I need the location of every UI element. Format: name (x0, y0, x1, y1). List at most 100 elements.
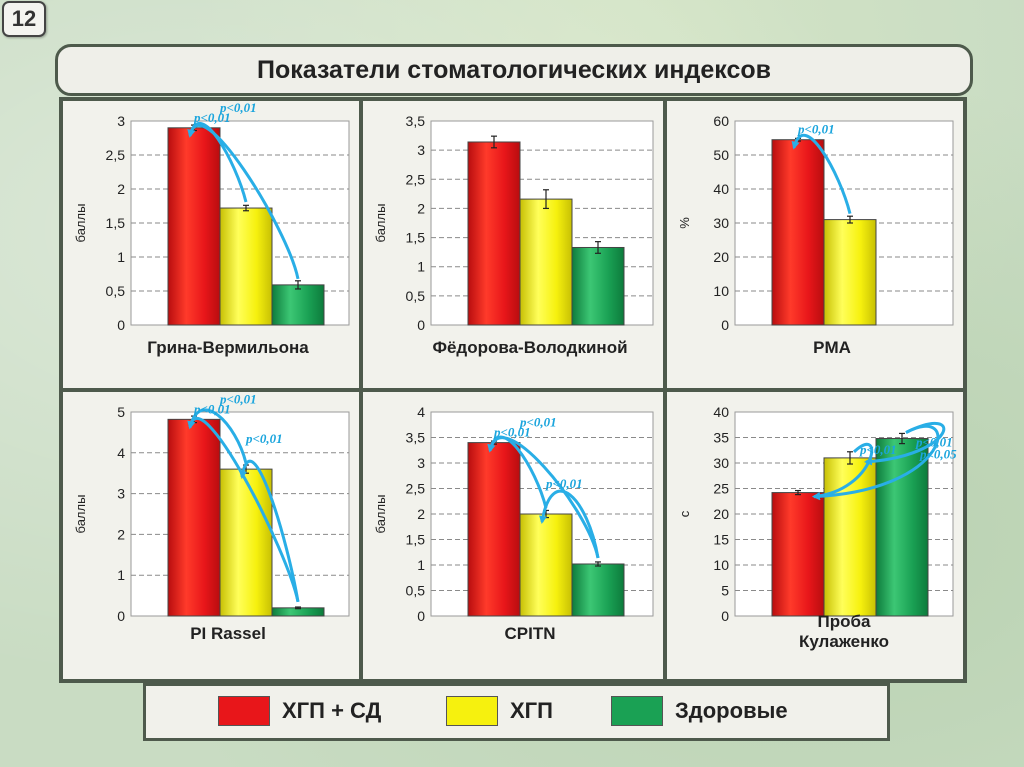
page-title: Показатели стоматологических индексов (55, 44, 973, 96)
y-tick-label: 3,5 (406, 430, 426, 446)
y-tick-label: 1,5 (106, 215, 126, 231)
y-tick-label: 30 (713, 455, 729, 471)
y-tick-label: 2,5 (406, 171, 426, 187)
bar-red (167, 127, 221, 326)
y-tick-label: 1 (417, 557, 425, 573)
y-tick-label: 3 (117, 113, 125, 129)
chart-title: Кулаженко (799, 632, 889, 651)
y-tick-label: 3 (417, 142, 425, 158)
bar-red (771, 492, 825, 617)
chart-cpitn: 00,511,522,533,54баллыp<0,01p<0,01p<0,01… (373, 404, 654, 643)
y-tick-label: 0 (721, 317, 729, 333)
y-tick-label: 10 (713, 283, 729, 299)
p-value-label: p<0,01 (219, 101, 257, 115)
y-axis-label: баллы (73, 204, 88, 243)
bar-yellow (823, 457, 877, 617)
y-axis-label: % (677, 217, 692, 229)
legend-item-hgp-sd: ХГП + СД (218, 696, 381, 726)
chart-title: Грина-Вермильона (147, 338, 309, 357)
y-tick-label: 1,5 (406, 230, 426, 246)
chart-title: Проба (818, 612, 871, 631)
y-tick-label: 35 (713, 430, 729, 446)
significance-arrow (539, 489, 600, 559)
legend-label: Здоровые (675, 698, 788, 723)
y-tick-label: 2 (117, 526, 125, 542)
legend-item-healthy: Здоровые (611, 696, 788, 726)
y-tick-label: 1 (117, 249, 125, 265)
y-tick-label: 50 (713, 147, 729, 163)
y-tick-label: 0 (417, 608, 425, 624)
y-axis-label: с (677, 510, 692, 517)
bar-yellow (519, 513, 573, 617)
y-tick-label: 0,5 (106, 283, 126, 299)
significance-arrow (864, 421, 946, 466)
chart-panel-6: 0 5 10 15 20 25 30 35 40 с p<0,01 p<0,01 p<0,05 Проба… (667, 392, 963, 679)
chart-title: CPITN (505, 624, 556, 643)
bar-green (875, 438, 929, 617)
y-tick-label: 2,5 (406, 481, 426, 497)
y-tick-label: 2 (417, 200, 425, 216)
p-value-label: p<0,01 (219, 392, 257, 406)
p-value-label: p<0,01 (193, 401, 231, 416)
y-tick-label: 20 (713, 249, 729, 265)
slide-number: 12 (2, 1, 46, 37)
legend-swatch-yellow (446, 696, 498, 726)
p-value-label: p<0,01 (245, 431, 283, 446)
y-tick-label: 1 (117, 567, 125, 583)
y-tick-label: 0,5 (406, 288, 426, 304)
y-tick-label: 5 (117, 404, 125, 420)
chart-fedorov-volodkina: 0 0,5 1 1,5 2 2,5 3 3,5 баллы Фёдорова-Володкиной (373, 113, 654, 357)
bar-yellow (219, 207, 273, 326)
p-value-label: p<0,01 (493, 425, 531, 440)
chart-panel-3: 0 10 20 30 40 50 60% p<0,01 PMA (667, 101, 963, 388)
legend-swatch-green (611, 696, 663, 726)
significance-arrow (187, 408, 248, 464)
bar-red (167, 418, 221, 617)
y-tick-label: 25 (713, 481, 729, 497)
y-axis-label: баллы (73, 495, 88, 534)
y-tick-label: 60 (713, 113, 729, 129)
p-value-label: p<0,01 (545, 476, 583, 491)
y-tick-label: 0 (721, 608, 729, 624)
y-tick-label: 1 (417, 259, 425, 275)
chart-panel-1: 0 0,5 1 1,5 2 2,5 3 баллы p<0,01 p<0,01 Грина-Верм… (63, 101, 359, 388)
y-tick-label: 4 (117, 445, 125, 461)
chart-title: PMA (813, 338, 851, 357)
bar-yellow (519, 198, 573, 326)
legend-swatch-red (218, 696, 270, 726)
legend: ХГП + СД ХГП Здоровые (143, 683, 890, 741)
y-tick-label: 10 (713, 557, 729, 573)
chart-panel-5: 0 0,5 1 1,5 2 2,5 3 3,5 4 баллы p<0,01 p<0,01 p<0,01… (363, 392, 663, 679)
p-value-label: p<0,01 (193, 110, 231, 125)
y-tick-label: 0 (117, 608, 125, 624)
y-tick-label: 3,5 (406, 113, 426, 129)
chart-pma: 0 10 20 30 40 50 60% p<0,01 PMA (677, 113, 954, 357)
y-axis-label: баллы (373, 204, 388, 243)
significance-arrow (791, 133, 852, 214)
bar-green (571, 246, 625, 326)
y-tick-label: 1,5 (406, 532, 426, 548)
y-tick-label: 3 (117, 486, 125, 502)
y-tick-label: 2 (117, 181, 125, 197)
chart-panel-2: 0 0,5 1 1,5 2 2,5 3 3,5 баллы Фёдорова-Володкиной (363, 101, 663, 388)
chart-panel-4: 0 1 2 3 4 5 баллы p<0,01 p<0,01 p<0,01 PI Rassel (63, 392, 359, 679)
y-tick-label: 4 (417, 404, 425, 420)
significance-arrow (239, 459, 300, 603)
y-axis-label: баллы (373, 495, 388, 534)
p-value-label: p<0,01 (797, 122, 835, 137)
y-tick-label: 2,5 (106, 147, 126, 163)
y-tick-label: 2 (417, 506, 425, 522)
significance-arrow (187, 124, 300, 280)
y-tick-label: 0 (117, 317, 125, 333)
chart-title: Фёдорова-Володкиной (432, 338, 627, 357)
chart-grin-vermillion: 0 0,5 1 1,5 2 2,5 3 баллы p<0,01p<0,01 Грина-Верм… (73, 101, 350, 357)
y-tick-label: 5 (721, 583, 729, 599)
y-tick-label: 20 (713, 506, 729, 522)
bar-red (467, 141, 521, 326)
bar-red (467, 442, 521, 617)
y-tick-label: 40 (713, 181, 729, 197)
charts-grid: 0 0,5 1 1,5 2 2,5 3 баллы p<0,01 p<0,01 Грина-Верм… (59, 97, 967, 683)
y-tick-label: 15 (713, 532, 729, 548)
